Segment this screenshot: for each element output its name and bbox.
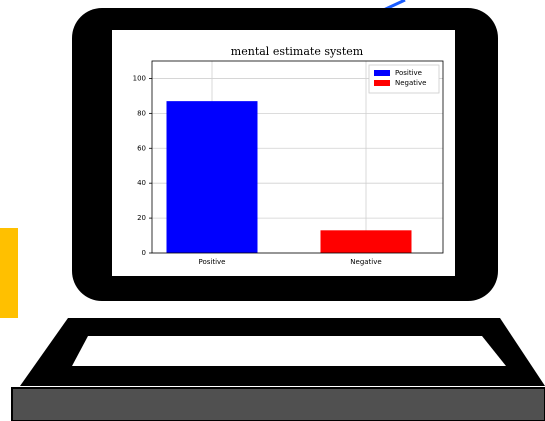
- laptop-base: [11, 387, 545, 421]
- y-tick-label: 20: [137, 214, 146, 222]
- legend-swatch: [374, 70, 390, 76]
- legend-swatch: [374, 80, 390, 86]
- chart-title: mental estimate system: [231, 45, 364, 58]
- y-tick-label: 40: [137, 179, 146, 187]
- bar: [166, 101, 258, 254]
- legend-label: Negative: [395, 79, 426, 87]
- y-tick-label: 60: [137, 144, 146, 152]
- x-tick-label: Negative: [350, 258, 381, 266]
- y-tick-label: 100: [133, 74, 146, 82]
- x-tick-label: Positive: [199, 258, 226, 266]
- y-tick-label: 0: [142, 249, 146, 257]
- y-tick-label: 80: [137, 109, 146, 117]
- legend-box: [368, 64, 440, 94]
- axes-frame: [151, 60, 444, 254]
- bar: [320, 230, 412, 253]
- keyboard-surface: [72, 336, 506, 366]
- legend-label: Positive: [395, 69, 422, 77]
- side-note: [0, 228, 18, 318]
